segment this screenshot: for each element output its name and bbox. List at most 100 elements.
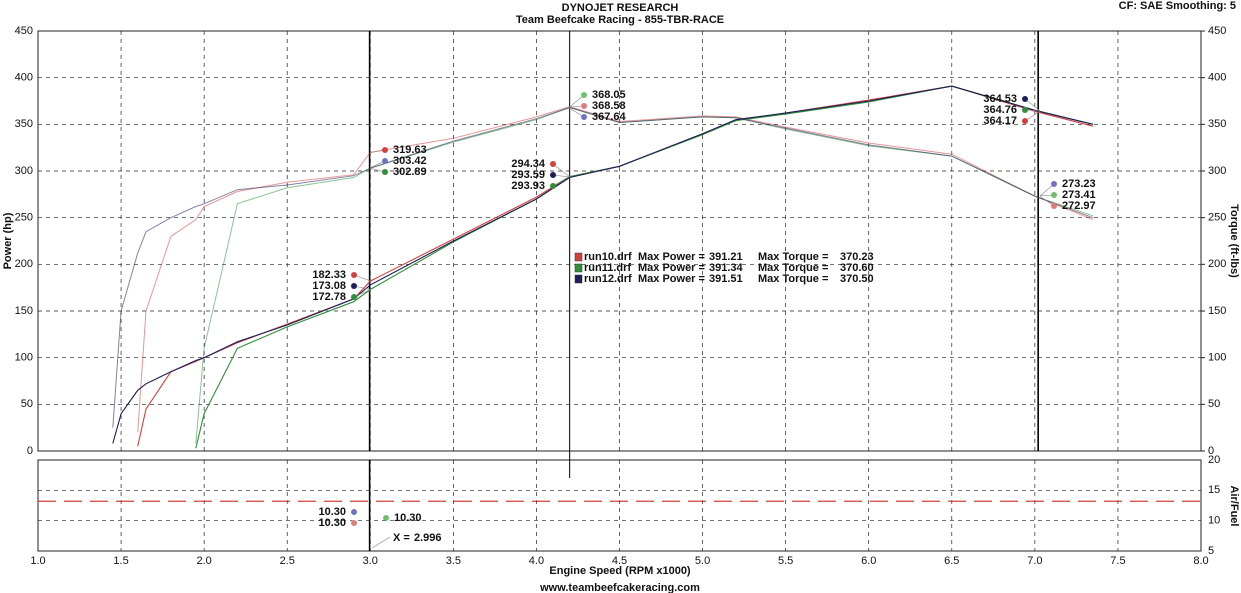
y2-tick-label: 100 bbox=[1208, 352, 1226, 364]
readout-dot bbox=[351, 509, 357, 515]
readout-dot bbox=[382, 158, 388, 164]
readout-dot bbox=[1051, 192, 1057, 198]
readout-dot bbox=[1022, 107, 1028, 113]
legend-torque-text: Max Torque = bbox=[758, 273, 828, 285]
hp-readout: 364.76 bbox=[983, 104, 1017, 116]
y-tick-label: 200 bbox=[15, 258, 33, 270]
corner-note: CF: SAE Smoothing: 5 bbox=[1119, 0, 1236, 12]
readout-dot bbox=[1022, 118, 1028, 124]
y-tick-label: 350 bbox=[15, 118, 33, 130]
legend-torque-text: Max Torque = bbox=[758, 251, 828, 263]
legend-name: run12.drf bbox=[584, 273, 632, 285]
x-tick-label: 2.0 bbox=[196, 555, 211, 567]
x-tick-label: 3.5 bbox=[446, 555, 461, 567]
legend-torque: 370.50 bbox=[840, 273, 874, 285]
y2-tick-label: 0 bbox=[1208, 445, 1214, 457]
y-tick-label: 300 bbox=[15, 165, 33, 177]
legend-power: 391.21 bbox=[709, 251, 743, 263]
y-tick-label: 0 bbox=[27, 445, 33, 457]
torque-readout: 319.63 bbox=[393, 144, 427, 156]
legend-swatch bbox=[574, 274, 583, 284]
x-tick-label: 4.5 bbox=[612, 555, 627, 567]
y-tick-label: 100 bbox=[15, 352, 33, 364]
torque-line bbox=[112, 106, 1094, 428]
hp-readout: 294.34 bbox=[511, 158, 546, 170]
x-tick-label: 6.5 bbox=[944, 555, 959, 567]
y2-tick-label: 150 bbox=[1208, 305, 1226, 317]
y2-tick-label: 450 bbox=[1208, 25, 1226, 37]
y2-axis-title: Torque (ft-lbs) bbox=[1228, 204, 1240, 278]
readout-dot bbox=[550, 172, 556, 178]
readout-dot bbox=[581, 92, 587, 98]
readout-leader bbox=[568, 94, 585, 108]
x-tick-label: 5.0 bbox=[695, 555, 710, 567]
power-line bbox=[112, 85, 1094, 444]
x-tick-label: 5.5 bbox=[778, 555, 793, 567]
legend-power: 391.34 bbox=[709, 262, 744, 274]
afr-tick-label: 10 bbox=[1208, 515, 1220, 527]
readout-dot bbox=[581, 103, 587, 109]
y2-tick-label: 300 bbox=[1208, 165, 1226, 177]
x-tick-label: 2.5 bbox=[280, 555, 295, 567]
readout-dot bbox=[351, 272, 357, 278]
legend-torque: 370.23 bbox=[840, 251, 874, 263]
hp-readout: 364.17 bbox=[983, 115, 1017, 127]
afr-readout: 10.30 bbox=[394, 512, 422, 524]
legend-torque: 370.60 bbox=[840, 262, 874, 274]
y-axis-title: Power (hp) bbox=[2, 212, 14, 269]
torque-readout: 368.05 bbox=[592, 89, 626, 101]
readout-leader bbox=[1039, 183, 1055, 197]
afr-tick-label: 5 bbox=[1208, 545, 1214, 557]
footer: www.teambeefcakeracing.com bbox=[539, 582, 700, 593]
torque-readout: 303.42 bbox=[393, 155, 427, 167]
x-tick-label: 1.0 bbox=[30, 555, 45, 567]
readout-dot bbox=[351, 283, 357, 289]
hp-readout: 364.53 bbox=[983, 93, 1017, 105]
torque-readout: 367.64 bbox=[592, 111, 627, 123]
legend-name: run11.drf bbox=[584, 262, 631, 274]
x-tick-label: 8.0 bbox=[1193, 555, 1208, 567]
y-tick-label: 400 bbox=[15, 72, 33, 84]
readout-dot bbox=[382, 147, 388, 153]
y2-tick-label: 400 bbox=[1208, 72, 1226, 84]
y-tick-label: 450 bbox=[15, 25, 33, 37]
readout-dot bbox=[581, 114, 587, 120]
y2-tick-label: 50 bbox=[1208, 398, 1220, 410]
readout-dot bbox=[351, 520, 357, 526]
x-axis-title: Engine Speed (RPM x1000) bbox=[549, 565, 691, 577]
readout-leader bbox=[371, 536, 391, 549]
torque-readout: 273.41 bbox=[1062, 189, 1096, 201]
afr-readout: 10.30 bbox=[318, 506, 346, 518]
power-line bbox=[137, 85, 1094, 447]
x-tick-label: 7.0 bbox=[1027, 555, 1042, 567]
legend-name: run10.drf bbox=[584, 251, 632, 263]
readout-dot bbox=[550, 183, 556, 189]
cursor-value: 2.996 bbox=[414, 532, 442, 544]
y-tick-label: 250 bbox=[15, 212, 33, 224]
readout-dot bbox=[382, 169, 388, 175]
chart-title: DYNOJET RESEARCH bbox=[562, 2, 679, 14]
legend-power-text: Max Power = bbox=[638, 262, 705, 274]
readout-dot bbox=[1051, 203, 1057, 209]
cursor-text: X = bbox=[393, 532, 410, 544]
y-tick-label: 150 bbox=[15, 305, 33, 317]
readout-dot bbox=[550, 161, 556, 167]
torque-line bbox=[137, 106, 1094, 433]
legend-power: 391.51 bbox=[709, 273, 743, 285]
afr-frame bbox=[37, 459, 1202, 552]
chart-subtitle: Team Beefcake Racing - 855-TBR-RACE bbox=[516, 14, 724, 26]
readout-dot bbox=[1022, 96, 1028, 102]
legend-power-text: Max Power = bbox=[638, 273, 705, 285]
hp-readout: 172.78 bbox=[312, 291, 346, 303]
afr-tick-label: 15 bbox=[1208, 484, 1220, 496]
hp-readout: 182.33 bbox=[312, 269, 346, 281]
hp-readout: 293.59 bbox=[511, 169, 545, 181]
readout-dot bbox=[383, 515, 389, 521]
x-tick-label: 7.5 bbox=[1110, 555, 1125, 567]
readout-leader bbox=[552, 176, 570, 187]
y-tick-label: 50 bbox=[21, 398, 33, 410]
hp-readout: 293.93 bbox=[511, 180, 545, 192]
legend-torque-text: Max Torque = bbox=[758, 262, 828, 274]
x-tick-label: 1.5 bbox=[113, 555, 128, 567]
